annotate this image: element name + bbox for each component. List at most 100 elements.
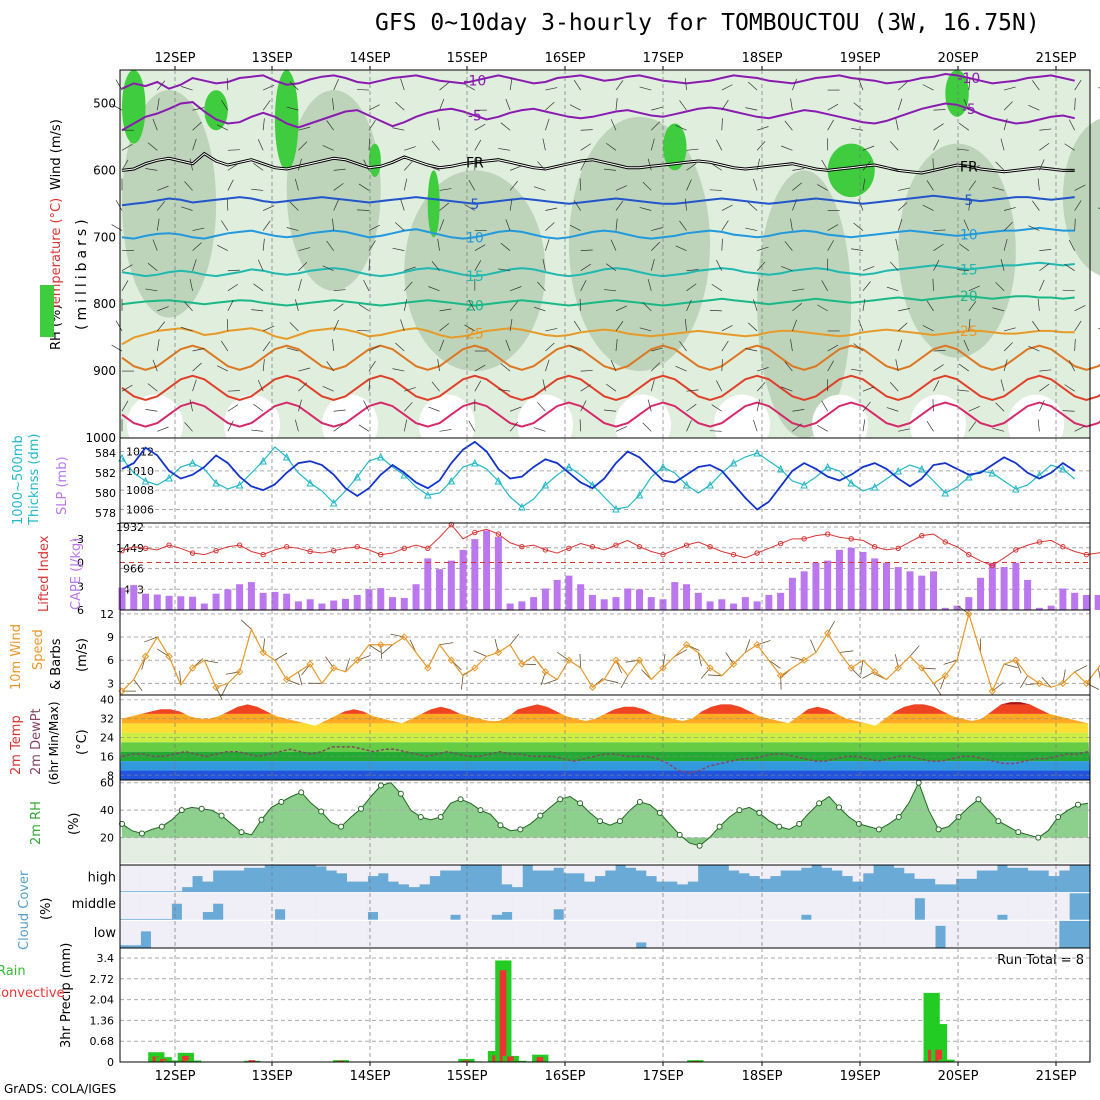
isotherm-25: [121, 327, 1075, 346]
wind-speed-point: [518, 660, 526, 668]
wind-barb: [684, 198, 687, 211]
wind-barb: [157, 200, 166, 211]
cloud-clear-middle: [811, 892, 823, 921]
wind-barb: [403, 178, 408, 191]
wind-barb-10m: [943, 659, 958, 665]
wind-barb: [716, 380, 723, 392]
rh-high-region: [827, 143, 875, 198]
minmax-axis-label: (6hr Min/Max): [47, 702, 61, 786]
cloud-clear-low: [935, 920, 946, 926]
cloud-clear-low: [801, 920, 812, 948]
rh2m-point: [895, 814, 902, 821]
wind-barb: [509, 421, 518, 432]
wind-barb: [716, 259, 723, 271]
date-label-bottom: 13SEP: [252, 1069, 293, 1084]
wind-barb-10m: [604, 679, 618, 684]
wind-barb: [790, 339, 793, 352]
wind-barb: [821, 280, 828, 291]
date-label-top: 18SEP: [742, 51, 783, 66]
wind-barb: [537, 402, 546, 412]
wind-barb: [753, 299, 758, 311]
wind-barb: [542, 138, 546, 151]
wind-barb: [968, 198, 971, 211]
wind-barb: [889, 141, 899, 151]
cloud-clear-high: [770, 865, 781, 877]
wind-barb: [862, 419, 866, 432]
rh2m-point: [1015, 829, 1022, 836]
cloud-clear-low: [832, 920, 843, 948]
wind-barb: [711, 283, 723, 292]
cloud-clear-high: [666, 865, 678, 882]
wind-barb: [721, 84, 733, 91]
wind-barb: [474, 244, 486, 251]
rh2m-point: [816, 800, 823, 807]
temp-axis-label: 2m Temp: [9, 715, 24, 775]
thickness-point: [847, 478, 856, 487]
cloud-high-label: high: [88, 871, 116, 886]
wind-speed-point: [141, 652, 150, 661]
rh2m-point: [1035, 834, 1042, 841]
cape-bar: [353, 594, 361, 610]
wind-barb: [995, 161, 1005, 171]
wind-barb: [1003, 101, 1013, 111]
rh2m-point: [358, 805, 365, 812]
wind-barb: [431, 140, 440, 151]
cloud-clear-middle: [656, 892, 668, 921]
wind-barb: [745, 348, 758, 352]
wind-barb: [862, 178, 866, 191]
cloud-clear-low: [140, 920, 152, 932]
wind-speed-point: [400, 633, 408, 641]
wind-barb: [1074, 79, 1082, 91]
wind-barb: [404, 146, 416, 151]
wind-barb: [756, 382, 766, 392]
wind-barb: [227, 283, 239, 292]
cloud-clear-low: [677, 920, 688, 948]
millibars-label: (millibars): [74, 215, 90, 330]
rh2m-point: [796, 820, 803, 827]
wind-barb: [862, 145, 875, 151]
wind-barb: [933, 259, 940, 271]
li-tick: 0: [77, 557, 84, 570]
wind-barb: [333, 289, 346, 292]
thickness-point: [165, 473, 173, 482]
wind-barb: [569, 224, 581, 231]
cloud-clear-middle: [873, 892, 884, 921]
wind-barb: [1074, 320, 1082, 332]
cloud-clear-high: [1048, 865, 1060, 877]
cloud-clear-low: [336, 920, 348, 948]
precip-convective-bar: [182, 1055, 189, 1062]
rh2m-point: [776, 823, 783, 830]
cloud-clear-middle: [522, 892, 534, 921]
wind-barb: [651, 106, 663, 111]
wind-tick: 6: [107, 654, 114, 667]
wind-barb: [333, 78, 339, 91]
wind-barb-10m: [460, 675, 464, 690]
cloud-clear-high: [635, 865, 647, 871]
cloud-clear-middle: [997, 892, 1008, 915]
thickness-point: [635, 490, 644, 499]
cloud-clear-middle: [749, 892, 761, 921]
cape-bar: [1047, 605, 1055, 610]
rh-high-region: [663, 123, 687, 171]
wind-barb: [221, 99, 229, 111]
cloud-clear-low: [656, 920, 668, 948]
wind-barb: [615, 185, 628, 191]
precip-total-label: Total / Rain: [0, 964, 26, 979]
wind-tick: 9: [107, 631, 114, 644]
thickness-tick: 584: [95, 447, 116, 460]
wind-speed-point: [165, 652, 173, 661]
cape-bar: [577, 584, 585, 610]
wind-barb: [439, 308, 452, 312]
li-point: [142, 545, 149, 552]
cape-bar: [588, 594, 596, 610]
li-point: [824, 531, 831, 537]
wind-barb: [932, 158, 934, 171]
wind-barb: [1068, 360, 1075, 372]
cloud-clear-high: [842, 865, 853, 877]
wind-barb: [121, 280, 129, 291]
thickness-point: [941, 488, 950, 497]
cloud-clear-middle: [986, 892, 998, 921]
wind-barb-10m: [579, 653, 582, 668]
wind-barb: [580, 263, 591, 272]
wind-barb: [322, 265, 334, 272]
